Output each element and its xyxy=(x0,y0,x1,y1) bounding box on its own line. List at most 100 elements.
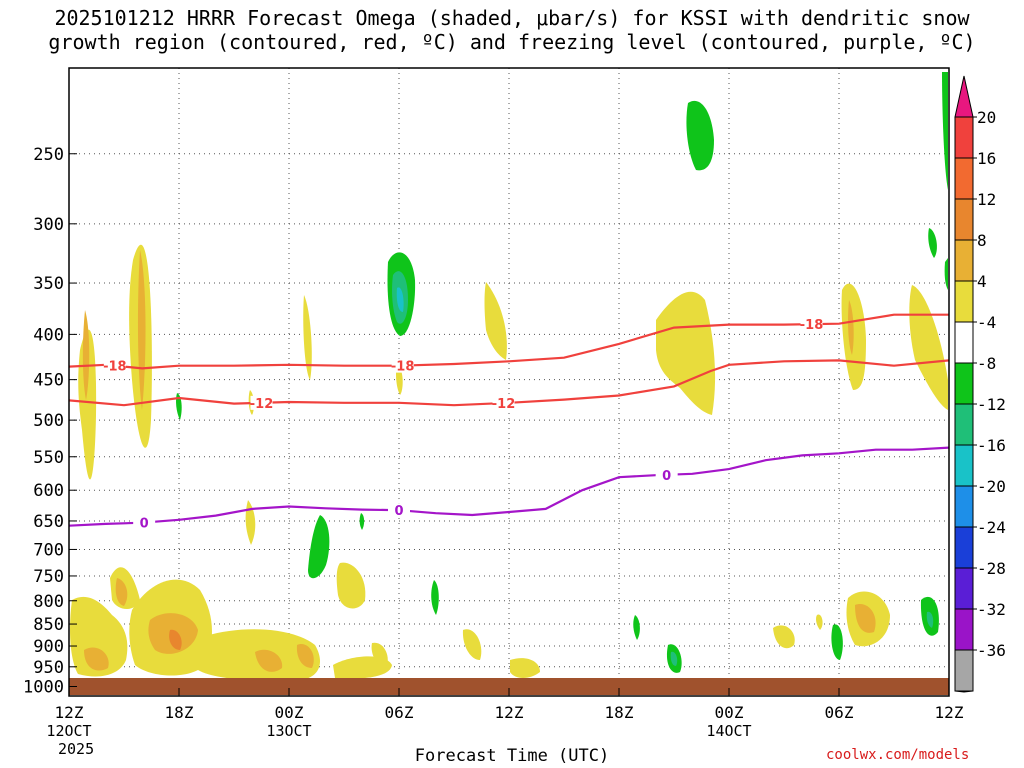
colorbar-box xyxy=(954,157,974,200)
colorbar-box xyxy=(954,403,974,446)
y-tick-label: 500 xyxy=(33,411,64,431)
omega-region xyxy=(169,629,182,650)
colorbar-label: -16 xyxy=(977,436,1006,455)
omega-region xyxy=(359,513,365,530)
colorbar-label: -4 xyxy=(977,313,996,332)
contour-label-bg xyxy=(492,396,515,411)
y-tick-label: 800 xyxy=(33,592,64,612)
y-tick-label: 300 xyxy=(33,215,64,235)
y-tick-label: 850 xyxy=(33,615,64,635)
plot-background xyxy=(69,68,949,696)
omega-region xyxy=(773,625,795,649)
omega-region xyxy=(78,329,97,480)
colorbar-label: -8 xyxy=(977,354,996,373)
colorbar-box xyxy=(954,526,974,569)
omega-region xyxy=(371,642,388,668)
x-tick-label: 18Z xyxy=(165,703,194,722)
omega-region xyxy=(656,291,716,415)
y-tick-label: 400 xyxy=(33,325,64,345)
colorbar-box xyxy=(954,485,974,528)
colorbar-box xyxy=(954,444,974,487)
y-axis: 2503003504004505005506006507007508008509… xyxy=(23,145,77,698)
omega-region xyxy=(848,300,854,355)
y-tick-label: 550 xyxy=(33,448,64,468)
omega-region xyxy=(831,624,843,660)
colorbar-box xyxy=(954,362,974,405)
colorbar-bottom-triangle xyxy=(954,690,974,693)
colorbar-box xyxy=(954,567,974,610)
omega-region xyxy=(70,596,128,677)
contour-line-0 xyxy=(69,446,949,527)
contour-line--18 xyxy=(69,313,949,370)
x-tick-sublabel: 14OCT xyxy=(706,722,751,740)
contour-lines xyxy=(69,313,949,527)
contour-label: -18 xyxy=(800,318,824,333)
omega-region xyxy=(909,285,948,410)
y-tick-label: 650 xyxy=(33,512,64,532)
colorbar-box xyxy=(954,239,974,282)
omega-region xyxy=(484,282,507,360)
omega-region xyxy=(816,614,823,630)
x-tick-sublabel: 12OCT xyxy=(46,722,91,740)
omega-region xyxy=(633,615,640,640)
y-tick-label: 950 xyxy=(33,658,64,678)
chart-title: 2025101212 HRRR Forecast Omega (shaded, … xyxy=(0,6,1024,54)
colorbar-box xyxy=(954,608,974,651)
omega-region xyxy=(670,651,678,666)
contour-label-bg xyxy=(133,515,156,530)
colorbar-top-triangle xyxy=(954,75,974,118)
omega-region xyxy=(462,629,482,660)
y-tick-label: 600 xyxy=(33,481,64,501)
contour-label-bg xyxy=(800,317,823,332)
omega-region xyxy=(82,310,90,400)
omega-region xyxy=(396,287,404,312)
contour-label: 0 xyxy=(662,469,671,484)
omega-region xyxy=(296,644,314,668)
colorbar-label: 4 xyxy=(977,272,987,291)
omega-region xyxy=(510,658,540,678)
colorbar-box xyxy=(954,280,974,323)
colorbar-label: -28 xyxy=(977,559,1006,578)
contour-label: -12 xyxy=(492,397,516,412)
colorbar-label: 20 xyxy=(977,108,996,127)
x-tick-label: 06Z xyxy=(385,703,414,722)
colorbar-label: 8 xyxy=(977,231,987,250)
contour-label-bg xyxy=(655,467,678,482)
y-tick-label: 750 xyxy=(33,567,64,587)
omega-region xyxy=(308,515,330,579)
x-tick-label: 18Z xyxy=(605,703,634,722)
colorbar-label: -12 xyxy=(977,395,1006,414)
title-line-2: growth region (contoured, red, ºC) and f… xyxy=(48,30,976,54)
grid xyxy=(68,68,950,696)
colorbar-box xyxy=(954,198,974,241)
contour-labels: -18 -18 -18 -12 -12 0 0 0 xyxy=(103,317,824,532)
omega-region xyxy=(942,72,948,190)
omega-region xyxy=(944,258,948,290)
omega-region xyxy=(245,500,256,545)
omega-region xyxy=(176,393,182,420)
omega-region xyxy=(855,604,876,633)
omega-region xyxy=(926,611,934,628)
colorbar: 20 16 12 8 4 -4 -8 -12 -16 -20 -24 -28 -32 -36 xyxy=(954,75,1006,693)
colorbar-box xyxy=(954,649,974,692)
x-tick-sublabel: 13OCT xyxy=(266,722,311,740)
omega-region xyxy=(84,647,109,671)
omega-region xyxy=(137,250,146,410)
x-tick-label: 12Z xyxy=(55,703,84,722)
x-tick-label: 00Z xyxy=(275,703,304,722)
contour-line--12 xyxy=(69,359,949,407)
omega-region xyxy=(115,578,128,606)
colorbar-label: -24 xyxy=(977,518,1006,537)
contour-label: -12 xyxy=(250,397,274,412)
omega-region xyxy=(303,295,312,380)
credit-link[interactable]: coolwx.com/models xyxy=(826,747,970,763)
colorbar-label: -36 xyxy=(977,641,1006,660)
omega-region xyxy=(431,580,439,615)
x-tick-label: 00Z xyxy=(715,703,744,722)
colorbar-label: 12 xyxy=(977,190,996,209)
y-tick-label: 250 xyxy=(33,145,64,165)
contour-label: 0 xyxy=(140,517,149,532)
omega-region xyxy=(336,562,366,609)
